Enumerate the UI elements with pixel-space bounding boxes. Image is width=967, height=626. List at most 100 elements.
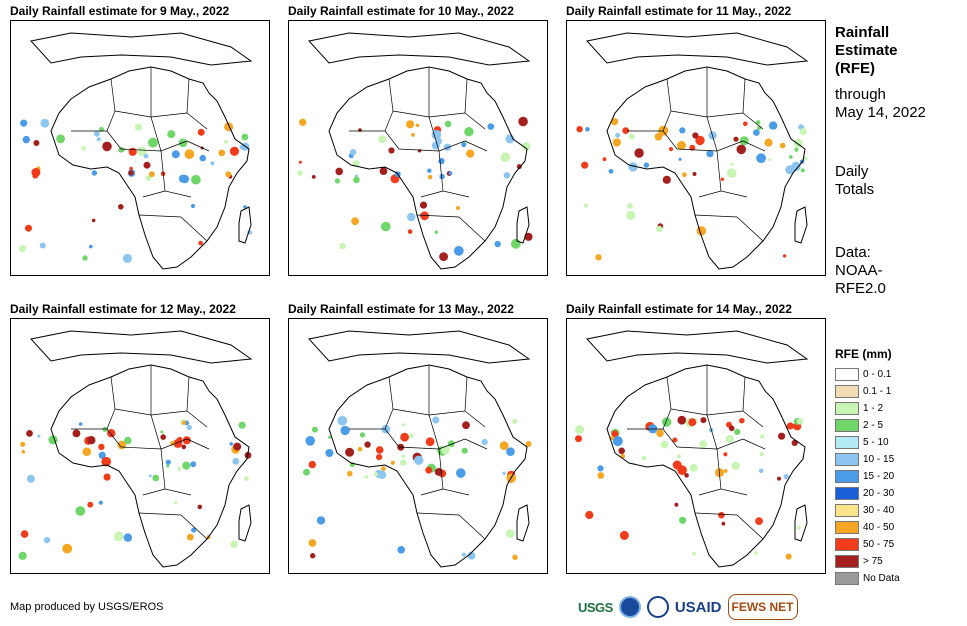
rain-cell [432, 416, 440, 424]
rain-cell [152, 474, 160, 482]
country-border [706, 414, 718, 450]
rain-cell [145, 175, 152, 181]
rain-cell [345, 447, 355, 457]
africa-outline [50, 66, 250, 270]
country-border [428, 414, 440, 450]
legend-label: 10 - 15 [863, 454, 895, 465]
rain-cell [758, 468, 764, 474]
rain-cell [18, 551, 27, 560]
rain-cell [575, 435, 582, 443]
rain-cell [197, 504, 203, 510]
rain-cell [98, 451, 106, 459]
rainfall-map[interactable] [288, 318, 548, 574]
legend-label: 15 - 20 [863, 471, 895, 482]
rain-cell [26, 430, 33, 437]
panel-2: Daily Rainfall estimate for 10 May., 202… [288, 4, 548, 276]
rain-cell [500, 152, 511, 162]
country-border [416, 512, 486, 540]
rain-cell [177, 466, 182, 471]
rain-cell [764, 138, 773, 147]
rain-cell [415, 123, 420, 128]
legend-label: 0 - 0.1 [863, 369, 892, 380]
rain-cell [37, 434, 41, 438]
country-border [349, 428, 400, 448]
country-border [186, 438, 210, 450]
rain-cell [33, 140, 40, 146]
country-border [142, 190, 166, 198]
rain-cell [439, 173, 445, 180]
rain-cell [733, 136, 739, 142]
rain-cell [634, 148, 644, 158]
rain-cell [576, 126, 583, 133]
rain-cell [305, 436, 315, 446]
rain-cell [91, 218, 96, 223]
legend-swatch [835, 572, 859, 585]
panel-title: Daily Rainfall estimate for 14 May., 202… [566, 302, 792, 316]
rain-cell [21, 449, 26, 454]
rain-cell [706, 150, 714, 158]
panel-title: Daily Rainfall estimate for 13 May., 202… [288, 302, 514, 316]
panel-5: Daily Rainfall estimate for 13 May., 202… [288, 302, 548, 574]
africa-outline [328, 364, 528, 568]
rain-cell [800, 168, 805, 173]
country-border [438, 150, 470, 198]
panel-title: Daily Rainfall estimate for 11 May., 202… [566, 4, 792, 18]
rain-cell [210, 161, 215, 166]
rain-cell [401, 454, 406, 459]
rain-cell [731, 461, 740, 470]
rain-cell [721, 521, 726, 526]
rain-cell [25, 224, 32, 232]
europe-outline [30, 330, 253, 364]
country-border [384, 376, 394, 430]
rain-cell [388, 147, 395, 154]
rain-cell [308, 539, 317, 547]
rain-cell [407, 229, 413, 234]
rain-cell [674, 502, 679, 507]
rain-cell [239, 144, 245, 150]
legend-swatch [835, 538, 859, 551]
rain-cell [777, 476, 781, 481]
panel-1: Daily Rainfall estimate for 9 May., 2022 [10, 4, 270, 276]
rainfall-map[interactable] [566, 20, 826, 276]
rain-cell [311, 175, 316, 179]
europe-outline [586, 330, 809, 364]
africa-map-svg [18, 330, 253, 568]
rain-cell [575, 425, 585, 435]
rain-cell [87, 436, 96, 445]
rain-cell [443, 143, 452, 151]
rain-cell [230, 540, 238, 549]
country-border [186, 140, 210, 152]
rain-cell [364, 441, 371, 448]
rain-cell [56, 134, 65, 144]
rainfall-map[interactable] [288, 20, 548, 276]
legend-swatch [835, 487, 859, 500]
africa-map-svg [18, 32, 253, 270]
rain-cell [128, 147, 137, 156]
rain-cell [431, 129, 442, 140]
legend-label: 2 - 5 [863, 420, 884, 431]
rain-cell [381, 424, 391, 434]
rain-cell [739, 417, 745, 424]
rain-cell [160, 434, 166, 440]
rain-cell [218, 149, 226, 157]
rain-cell [103, 473, 111, 481]
rain-cell [786, 422, 794, 430]
rainfall-map[interactable] [566, 318, 826, 574]
rain-cell [516, 164, 522, 170]
legend-swatch [835, 453, 859, 466]
seal-logo [646, 596, 669, 618]
rain-cell [672, 460, 682, 470]
legend-label: 50 - 75 [863, 539, 895, 550]
rain-cell [597, 472, 605, 479]
legend-swatch [835, 504, 859, 517]
rain-cell [726, 168, 737, 178]
rainfall-map[interactable] [10, 318, 270, 574]
rain-cell [118, 147, 124, 153]
rain-cell [602, 157, 607, 162]
rain-cell [357, 446, 363, 452]
rain-cell [414, 455, 424, 465]
rain-cell [328, 435, 332, 439]
rain-cell [688, 418, 697, 427]
rainfall-map[interactable] [10, 20, 270, 276]
rain-cell [689, 144, 696, 151]
